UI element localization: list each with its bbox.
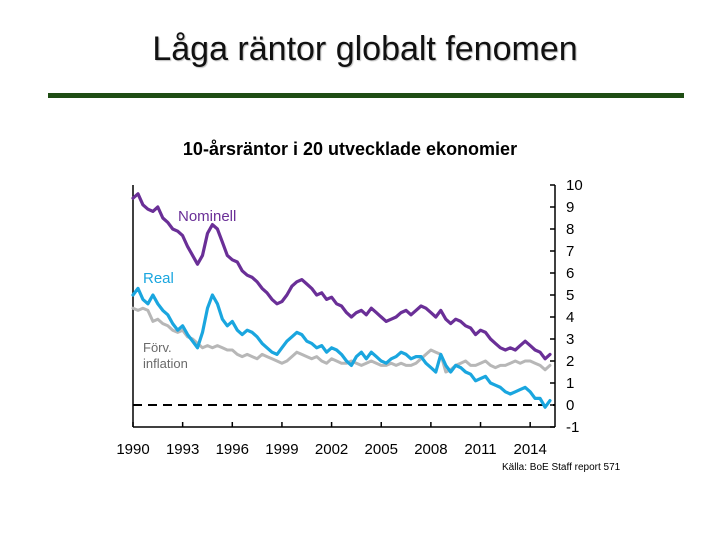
title-rule xyxy=(48,93,684,98)
x-tick-label: 2011 xyxy=(464,441,496,458)
y-tick-label: -1 xyxy=(566,419,579,436)
y-tick-label: 1 xyxy=(566,375,574,392)
slide-title: Låga räntor globalt fenomen xyxy=(152,30,578,68)
y-tick-label: 3 xyxy=(566,331,574,348)
y-tick-label: 6 xyxy=(566,265,574,282)
x-tick-label: 1999 xyxy=(265,441,298,458)
y-tick-label: 10 xyxy=(566,177,583,194)
x-tick-label: 2008 xyxy=(414,441,447,458)
y-tick-label: 9 xyxy=(566,199,574,216)
real-label: Real xyxy=(143,270,174,287)
y-tick-label: 8 xyxy=(566,221,574,238)
y-tick-label: 2 xyxy=(566,353,574,370)
inflation-label-line2: inflation xyxy=(143,356,188,371)
source-note: Källa: BoE Staff report 571 xyxy=(502,462,621,473)
y-tick-label: 4 xyxy=(566,309,574,326)
x-tick-label: 1990 xyxy=(116,441,149,458)
series-line-f-rv-ntad-inflation xyxy=(131,306,552,374)
x-tick-label: 1993 xyxy=(166,441,199,458)
y-tick-label: 5 xyxy=(566,287,574,304)
nominal-label: Nominell xyxy=(178,208,236,225)
x-tick-label: 2002 xyxy=(315,441,348,458)
inflation-label-line1: Förv. xyxy=(143,340,172,355)
series-layer xyxy=(131,192,552,409)
y-tick-label: 7 xyxy=(566,243,574,260)
plot-area xyxy=(132,185,556,428)
x-tick-label: 1996 xyxy=(216,441,249,458)
chart-title: 10-årsräntor i 20 utvecklade ekonomier xyxy=(182,139,518,159)
y-tick-label: 0 xyxy=(566,397,574,414)
x-tick-label: 2014 xyxy=(513,441,546,458)
series-line-nominell xyxy=(131,192,552,361)
x-tick-label: 2005 xyxy=(365,441,398,458)
series-line-real xyxy=(131,286,552,409)
annotation-layer: Nominell Real Förv. inflation xyxy=(143,208,236,371)
